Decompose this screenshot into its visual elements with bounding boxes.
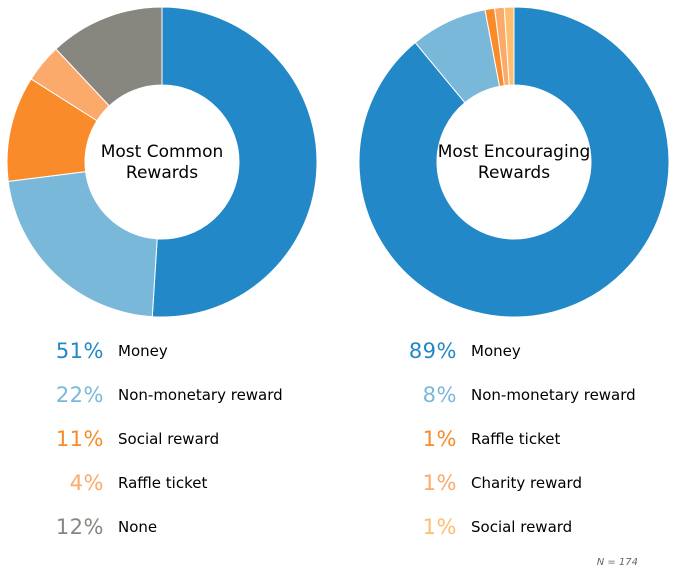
legend-label: Non-monetary reward: [118, 386, 283, 404]
sample-size-note: N = 174: [596, 557, 638, 568]
legend-percent: 89%: [408, 339, 457, 363]
chart-center-title: Most Common Rewards: [101, 142, 224, 183]
legend-label: Non-monetary reward: [471, 386, 636, 404]
legend-item: 11% Social reward: [0, 424, 300, 454]
legend-label: Social reward: [118, 430, 220, 448]
legend-item: 1% Charity reward: [353, 468, 653, 498]
slice-non-monetary-reward: [7, 171, 158, 318]
legend-label: Charity reward: [471, 474, 582, 492]
donut-chart-1: Most Encouraging Rewards: [358, 6, 670, 318]
chart-center-title-line: Rewards: [478, 163, 550, 183]
legend-item: 12% None: [0, 512, 300, 542]
slice-money: [358, 6, 670, 318]
legend-percent: 51%: [55, 339, 104, 363]
legend-label: Money: [471, 342, 521, 360]
chart-center-title-line: Rewards: [126, 163, 198, 183]
legend-label: Social reward: [471, 518, 573, 536]
legend-item: 1% Social reward: [353, 512, 653, 542]
legend-item: 8% Non-monetary reward: [353, 380, 653, 410]
slice-social-reward: [503, 6, 515, 86]
legend-percent: 1%: [422, 515, 457, 539]
legend-percent: 11%: [55, 427, 104, 451]
chart-center-title: Most Encouraging Rewards: [438, 142, 591, 183]
legend-percent: 12%: [55, 515, 104, 539]
legend-label: Raffle ticket: [118, 474, 208, 492]
legend-item: 22% Non-monetary reward: [0, 380, 300, 410]
chart-center-title-line: Most Encouraging: [438, 142, 591, 162]
legend-percent: 1%: [422, 471, 457, 495]
chart-center-title-line: Most Common: [101, 142, 224, 162]
legend-percent: 22%: [55, 383, 104, 407]
legend-label: Money: [118, 342, 168, 360]
legend-item: 4% Raffle ticket: [0, 468, 300, 498]
slice-none: [55, 6, 163, 107]
legend-item: 1% Raffle ticket: [353, 424, 653, 454]
legend-percent: 8%: [422, 383, 457, 407]
legend-label: Raffle ticket: [471, 430, 561, 448]
legend-item: 89% Money: [353, 336, 653, 366]
legend-item: 51% Money: [0, 336, 300, 366]
slice-money: [151, 6, 318, 318]
donut-chart-0: Most Common Rewards: [6, 6, 318, 318]
legend-label: None: [118, 518, 158, 536]
legend-percent: 1%: [422, 427, 457, 451]
legend-percent: 4%: [69, 471, 104, 495]
